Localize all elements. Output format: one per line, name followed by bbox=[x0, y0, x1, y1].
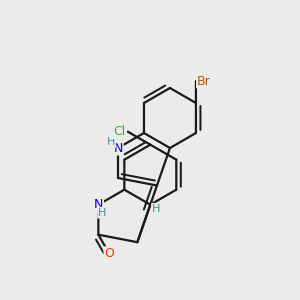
Text: Br: Br bbox=[197, 74, 211, 88]
Text: H: H bbox=[98, 208, 106, 218]
Text: N: N bbox=[94, 198, 103, 211]
Text: N: N bbox=[113, 142, 123, 154]
Text: H: H bbox=[152, 204, 160, 214]
Text: H: H bbox=[107, 137, 115, 147]
Text: Cl: Cl bbox=[114, 125, 126, 138]
Text: O: O bbox=[104, 247, 114, 260]
